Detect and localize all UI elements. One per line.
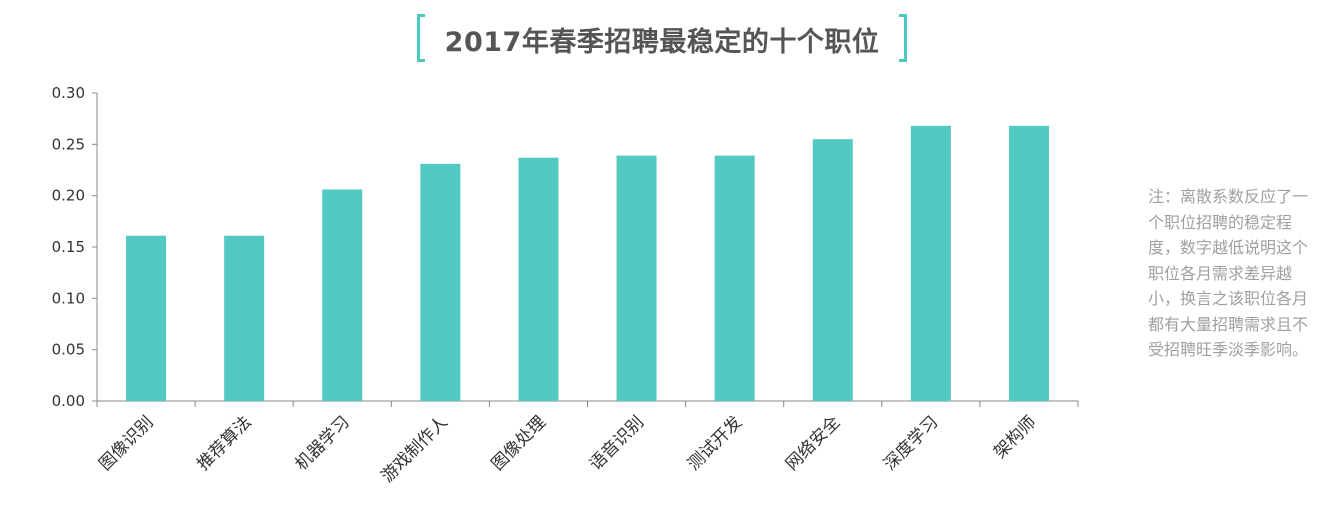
x-category-label: 网络安全 bbox=[782, 412, 844, 474]
y-tick-label: 0.05 bbox=[52, 341, 85, 359]
bar bbox=[910, 125, 951, 401]
y-tick-label: 0.00 bbox=[52, 392, 85, 410]
x-category-label: 游戏制作人 bbox=[378, 412, 452, 486]
y-tick-label: 0.30 bbox=[52, 84, 85, 102]
chart-title: 2017年春季招聘最稳定的十个职位 bbox=[444, 27, 880, 58]
chart-title-frame: 2017年春季招聘最稳定的十个职位 bbox=[417, 14, 907, 62]
y-tick-label: 0.10 bbox=[52, 289, 85, 307]
y-tick-label: 0.15 bbox=[52, 238, 85, 256]
y-tick-label: 0.25 bbox=[52, 135, 85, 153]
y-tick-label: 0.20 bbox=[52, 187, 85, 205]
bar bbox=[420, 163, 461, 401]
bar bbox=[322, 189, 363, 401]
x-category-label: 机器学习 bbox=[292, 412, 354, 474]
bar bbox=[518, 157, 559, 401]
x-category-label: 架构师 bbox=[990, 412, 1040, 462]
bar bbox=[224, 235, 265, 401]
x-category-label: 推荐算法 bbox=[193, 412, 255, 474]
bar bbox=[126, 235, 167, 401]
x-category-label: 图像处理 bbox=[488, 412, 550, 474]
x-category-label: 测试开发 bbox=[684, 412, 746, 474]
bar bbox=[616, 155, 657, 401]
bar bbox=[1008, 125, 1049, 401]
bar bbox=[714, 155, 755, 401]
bar bbox=[812, 139, 853, 401]
chart-note: 注：离散系数反应了一个职位招聘的稳定程度，数字越低说明这个职位各月需求差异越小，… bbox=[1148, 187, 1309, 359]
title-bracket-right bbox=[899, 14, 907, 62]
x-category-label: 语音识别 bbox=[586, 412, 648, 474]
x-category-label: 图像识别 bbox=[95, 412, 157, 474]
x-category-label: 深度学习 bbox=[880, 412, 942, 474]
title-bracket-left bbox=[417, 14, 425, 62]
